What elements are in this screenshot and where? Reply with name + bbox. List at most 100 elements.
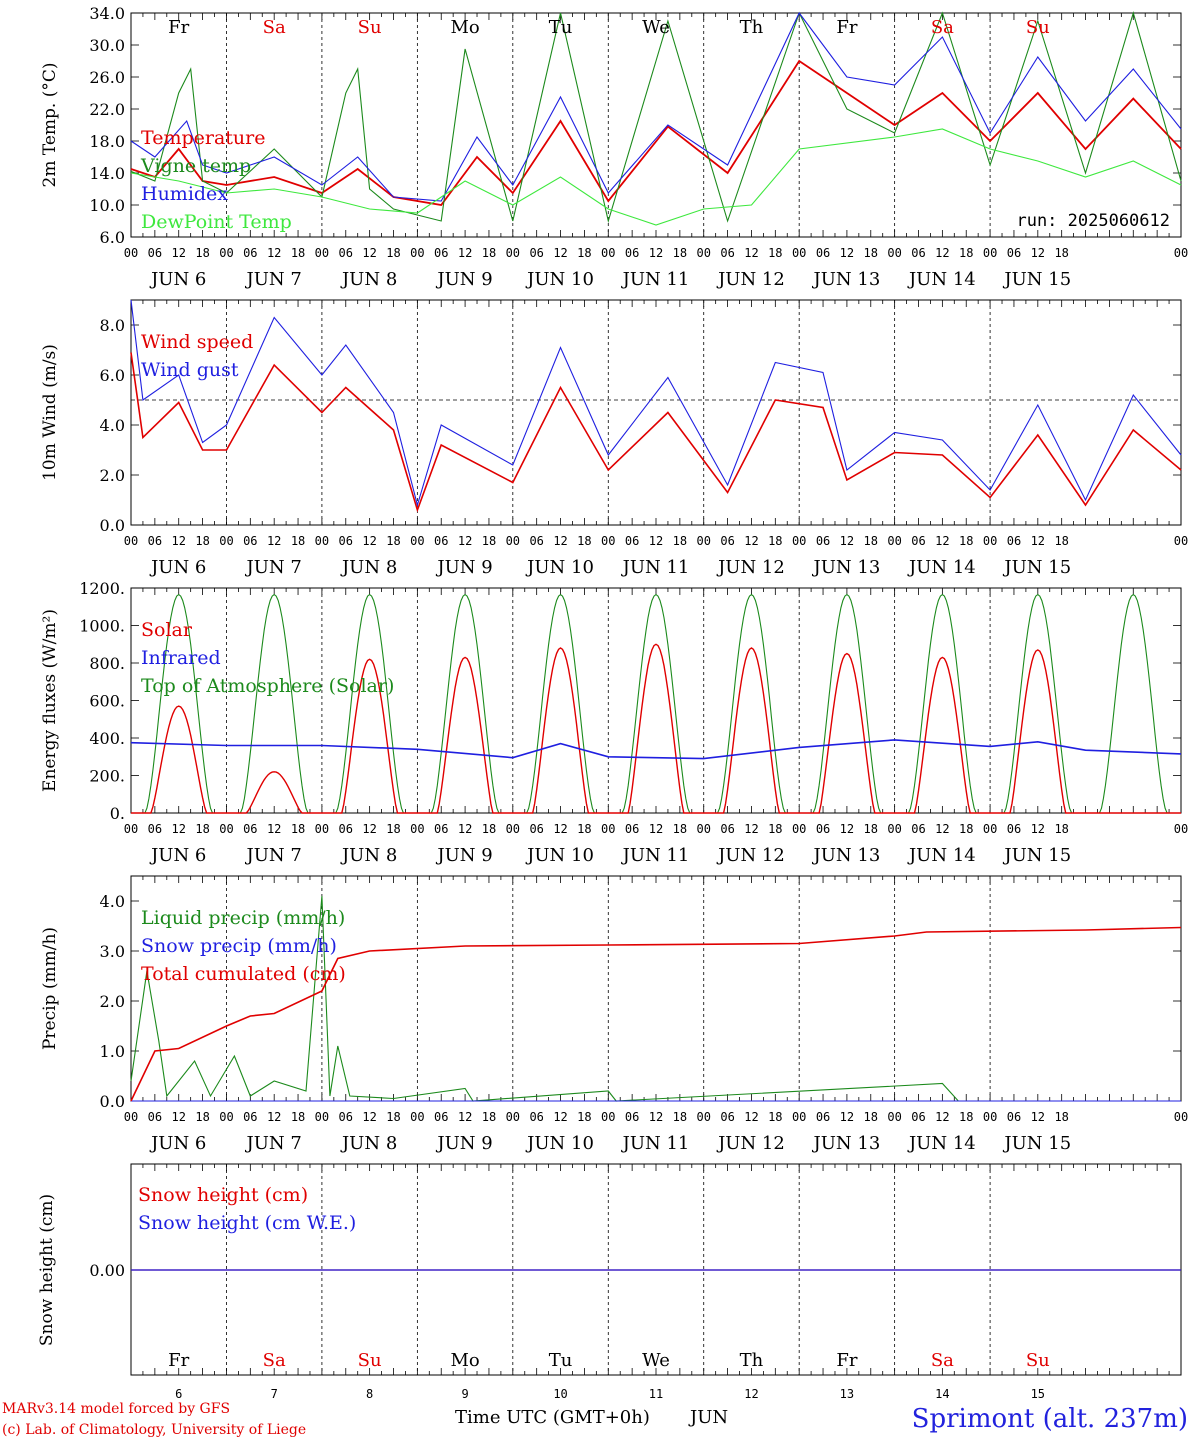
series-line [130, 59, 1182, 206]
weekday-label: Su [358, 17, 382, 38]
date-label: JUN 8 [340, 845, 397, 866]
hour-tick-label: 00 [792, 246, 806, 260]
weekday-label: Mo [450, 1350, 479, 1371]
weekday-label: Fr [836, 17, 857, 38]
weekday-label: Su [1026, 1350, 1050, 1371]
date-label: JUN 13 [812, 845, 881, 866]
hour-tick-label: 12 [172, 822, 186, 836]
series-line [130, 739, 1182, 760]
hour-tick-label: 12 [744, 534, 758, 548]
day-number-label: 8 [366, 1387, 373, 1401]
y-tick-label: 1000. [79, 617, 125, 636]
date-label: JUN 15 [1002, 1133, 1071, 1154]
date-label: JUN 6 [149, 269, 206, 290]
weekday-label: Tu [549, 17, 573, 38]
y-tick-label: 4.0 [100, 416, 125, 435]
weekday-label: Sa [931, 1350, 954, 1371]
hour-tick-label: 00 [506, 1110, 520, 1124]
legend-entry: Vigne temp [140, 155, 251, 177]
panel-2: 0.0 2.0 4.0 6.0 8.0 10m Wind (m/s) 00 06 12 18 JUN… [40, 299, 1188, 578]
y-tick-label: 18.0 [89, 132, 125, 151]
series-line [131, 643, 1181, 814]
hour-tick-label: 06 [911, 246, 925, 260]
hour-tick-label: 12 [840, 246, 854, 260]
hour-tick-label: 00 [410, 534, 424, 548]
y-tick-label: 0.0 [100, 516, 125, 535]
hour-tick-label: 06 [625, 246, 639, 260]
hour-tick-label: 12 [840, 822, 854, 836]
hour-tick-label: 06 [434, 822, 448, 836]
hour-tick-label: 18 [386, 534, 400, 548]
date-label: JUN 8 [340, 269, 397, 290]
date-label: JUN 14 [907, 269, 976, 290]
hour-tick-label: 00 [792, 534, 806, 548]
hour-tick-label: 12 [649, 246, 663, 260]
hour-tick-label: 18 [577, 1110, 591, 1124]
hour-tick-label: 00 [697, 246, 711, 260]
hour-tick-label: 18 [195, 822, 209, 836]
day-number-label: 7 [271, 1387, 278, 1401]
weekday-label: Sa [263, 17, 286, 38]
hour-tick-label: 00 [315, 534, 329, 548]
hour-tick-label: 06 [625, 822, 639, 836]
hour-tick-label: 06 [243, 534, 257, 548]
station-name: Sprimont (alt. 237m) [912, 1404, 1188, 1434]
panel-4: 0.0 1.0 2.0 3.0 4.0 Precip (mm/h) 00 06 12 18 JUN … [40, 875, 1188, 1154]
hour-tick-label: 00 [887, 246, 901, 260]
date-label: JUN 9 [435, 1133, 492, 1154]
hour-tick-label: 18 [1054, 822, 1068, 836]
date-label: JUN 8 [340, 1133, 397, 1154]
hour-tick-label: 12 [553, 822, 567, 836]
hour-tick-label: 06 [339, 822, 353, 836]
date-label: JUN 13 [812, 1133, 881, 1154]
y-tick-label: 26.0 [89, 68, 125, 87]
hour-tick-label: 00 [124, 534, 138, 548]
hour-tick-label: 18 [864, 534, 878, 548]
hour-tick-label: 18 [577, 246, 591, 260]
hour-tick-label: 00 [410, 1110, 424, 1124]
date-label: JUN 10 [525, 557, 594, 578]
hour-tick-label: 18 [577, 822, 591, 836]
hour-tick-label: 12 [267, 822, 281, 836]
hour-tick-label: 18 [386, 822, 400, 836]
hour-tick-label: 12 [1031, 822, 1045, 836]
series-line [130, 926, 1182, 1102]
day-number-label: 12 [744, 1387, 758, 1401]
y-axis-label: Snow height (cm) [37, 1194, 57, 1346]
hour-tick-label: 00 [315, 246, 329, 260]
hour-tick-label: 18 [673, 1110, 687, 1124]
hour-tick-label: 18 [959, 822, 973, 836]
hour-tick-label: 18 [864, 1110, 878, 1124]
hour-tick-label: 06 [339, 246, 353, 260]
hour-tick-label: 00 [1174, 534, 1188, 548]
hour-tick-label: 12 [172, 534, 186, 548]
hour-tick-label: 18 [768, 822, 782, 836]
date-label: JUN 6 [149, 557, 206, 578]
hour-tick-label: 06 [1007, 246, 1021, 260]
hour-tick-label: 00 [983, 822, 997, 836]
y-tick-label: 14.0 [89, 164, 125, 183]
hour-tick-label: 00 [124, 246, 138, 260]
hour-tick-label: 00 [219, 246, 233, 260]
hour-tick-label: 06 [243, 246, 257, 260]
hour-tick-label: 12 [362, 822, 376, 836]
legend-entry: Total cumulated (cm) [141, 963, 346, 985]
hour-tick-label: 06 [529, 534, 543, 548]
hour-tick-label: 18 [768, 534, 782, 548]
hour-tick-label: 06 [434, 246, 448, 260]
panel-5: 0.00 Snow height (cm) Snow height (cm) Snow… [37, 1163, 1182, 1401]
date-label: JUN 13 [812, 557, 881, 578]
series-line [130, 128, 1182, 226]
hour-tick-label: 06 [148, 1110, 162, 1124]
hour-tick-label: 12 [744, 1110, 758, 1124]
hour-tick-label: 18 [386, 1110, 400, 1124]
hour-tick-label: 00 [983, 246, 997, 260]
date-label: JUN 11 [621, 269, 690, 290]
weekday-label: Fr [836, 1350, 857, 1371]
y-axis-label: Precip (mm/h) [40, 927, 60, 1050]
day-number-label: 15 [1031, 1387, 1045, 1401]
hour-tick-label: 18 [291, 534, 305, 548]
hour-tick-label: 12 [935, 1110, 949, 1124]
hour-tick-label: 12 [935, 822, 949, 836]
date-label: JUN 12 [716, 269, 785, 290]
